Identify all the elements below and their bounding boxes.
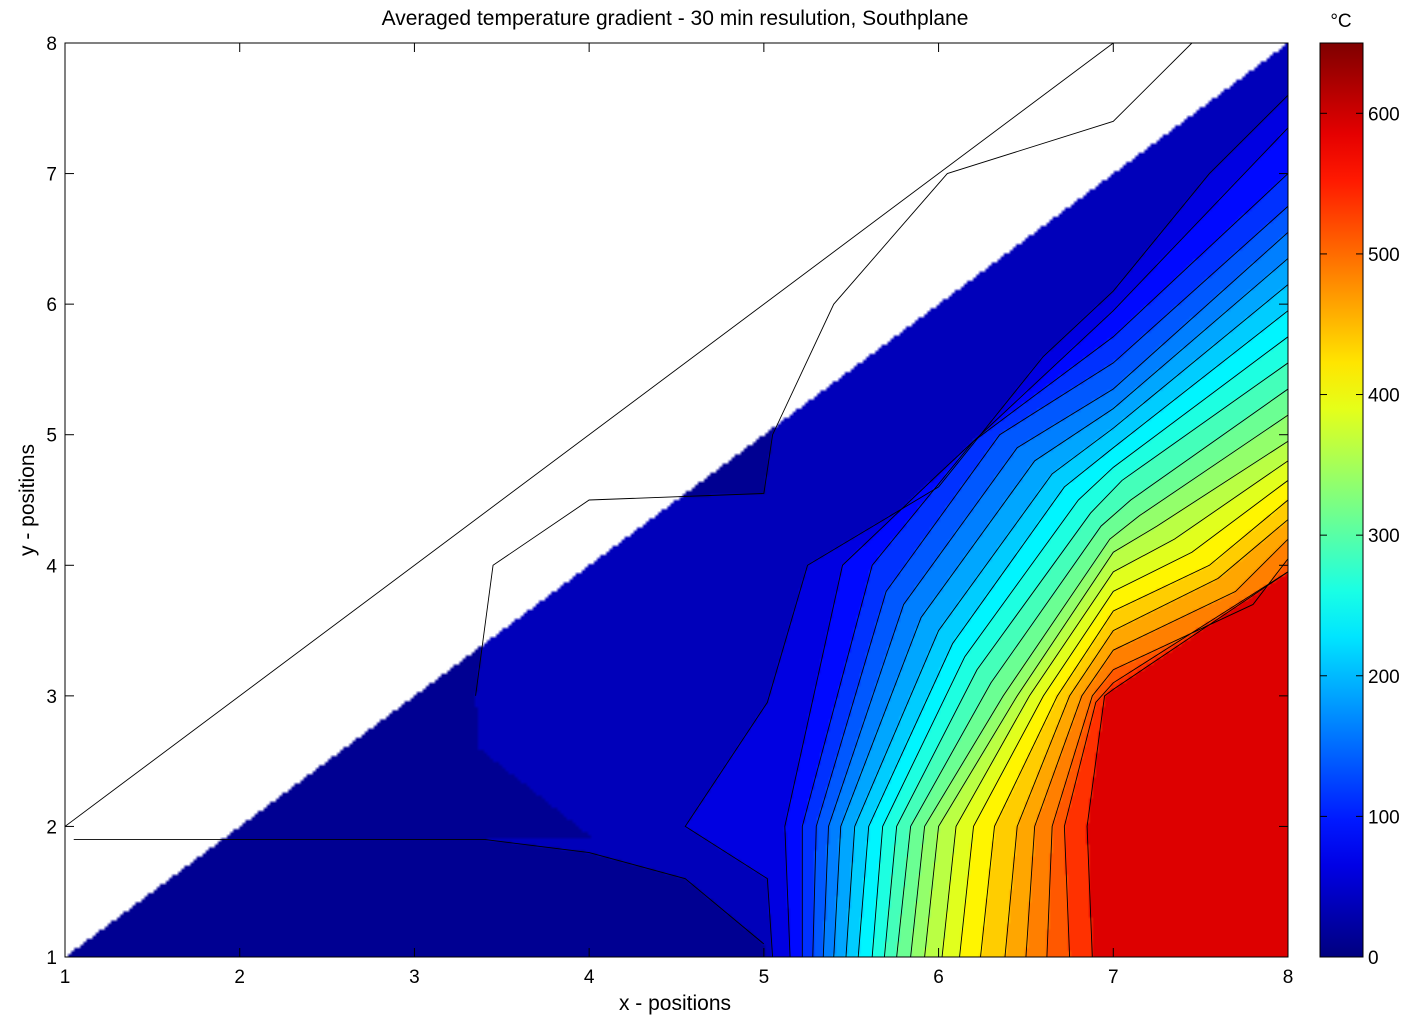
colorbar-gradient xyxy=(1320,43,1363,957)
x-tick-label: 8 xyxy=(1283,967,1294,988)
y-tick-label: 1 xyxy=(46,948,57,969)
contour-line-25-0 xyxy=(73,839,765,945)
y-tick-label: 6 xyxy=(46,295,57,316)
domain-boundary-line xyxy=(65,43,1114,827)
contour-line-500-20 xyxy=(1046,558,1288,957)
y-axis-label: y - positions xyxy=(16,444,39,556)
colorbar-unit: °C xyxy=(1330,11,1351,32)
temperature-field xyxy=(65,43,1288,957)
colorbar-ticks: 0 100 200 300 400 500 600 xyxy=(1320,104,1400,969)
y-axis-ticks: 1 2 3 4 5 6 7 8 xyxy=(46,34,1288,969)
contour-line-100-4 xyxy=(801,173,1288,957)
chart-title: Averaged temperature gradient - 30 min r… xyxy=(382,7,969,30)
x-axis-label: x - positions xyxy=(619,992,731,1015)
colorbar-frame xyxy=(1319,42,1364,958)
x-tick-label: 6 xyxy=(933,967,944,988)
colorbar-tick-label: 100 xyxy=(1368,807,1400,828)
y-tick-label: 5 xyxy=(46,426,57,447)
x-tick-label: 5 xyxy=(759,967,770,988)
x-tick-label: 4 xyxy=(584,967,595,988)
y-tick-label: 2 xyxy=(46,817,57,838)
x-tick-label: 7 xyxy=(1108,967,1119,988)
contour-line-350-14 xyxy=(924,440,1288,957)
y-tick-label: 4 xyxy=(46,556,57,577)
contour-line-375-15 xyxy=(941,460,1288,957)
colorbar-tick-label: 500 xyxy=(1368,245,1400,266)
contour-line-400-16 xyxy=(959,480,1288,957)
plot-frame xyxy=(64,42,1289,958)
contour-line-250-10 xyxy=(871,336,1288,957)
contour-line-275-11 xyxy=(883,362,1288,957)
contour-line-200-8 xyxy=(845,284,1288,957)
contour-line-550-22 xyxy=(1086,571,1288,957)
colorbar-tick-label: 0 xyxy=(1368,948,1379,969)
contour-line-425-17 xyxy=(980,499,1288,957)
x-tick-label: 1 xyxy=(60,967,71,988)
contour-line-25-1 xyxy=(475,43,1193,696)
colorbar-tick-label: 300 xyxy=(1368,526,1400,547)
contour-line-525-21 xyxy=(1063,571,1288,957)
x-tick-label: 2 xyxy=(234,967,245,988)
contour-line-225-9 xyxy=(857,310,1288,957)
colorbar-tick-label: 600 xyxy=(1368,104,1400,125)
y-tick-label: 7 xyxy=(46,165,57,186)
contour-line-50-2 xyxy=(684,94,1288,957)
contour-line-450-18 xyxy=(1004,519,1288,957)
x-axis-ticks: 1 2 3 4 5 6 7 8 xyxy=(60,43,1294,988)
contour-line-150-6 xyxy=(822,231,1288,957)
contour-line-325-13 xyxy=(910,414,1288,957)
x-tick-label: 3 xyxy=(409,967,420,988)
y-tick-label: 3 xyxy=(46,687,57,708)
contour-lines xyxy=(65,43,1288,957)
contour-line-75-3 xyxy=(784,127,1288,957)
colorbar-tick-label: 400 xyxy=(1368,386,1400,407)
contour-line-175-7 xyxy=(833,258,1288,957)
plot-area xyxy=(65,43,1288,957)
contour-line-475-19 xyxy=(1025,538,1288,957)
colorbar-tick-label: 200 xyxy=(1368,667,1400,688)
y-tick-label: 8 xyxy=(46,34,57,55)
colorbar: 0 100 200 300 400 500 600 °C xyxy=(1319,11,1400,969)
contour-line-300-12 xyxy=(896,388,1288,957)
contour-line-125-5 xyxy=(812,205,1288,957)
